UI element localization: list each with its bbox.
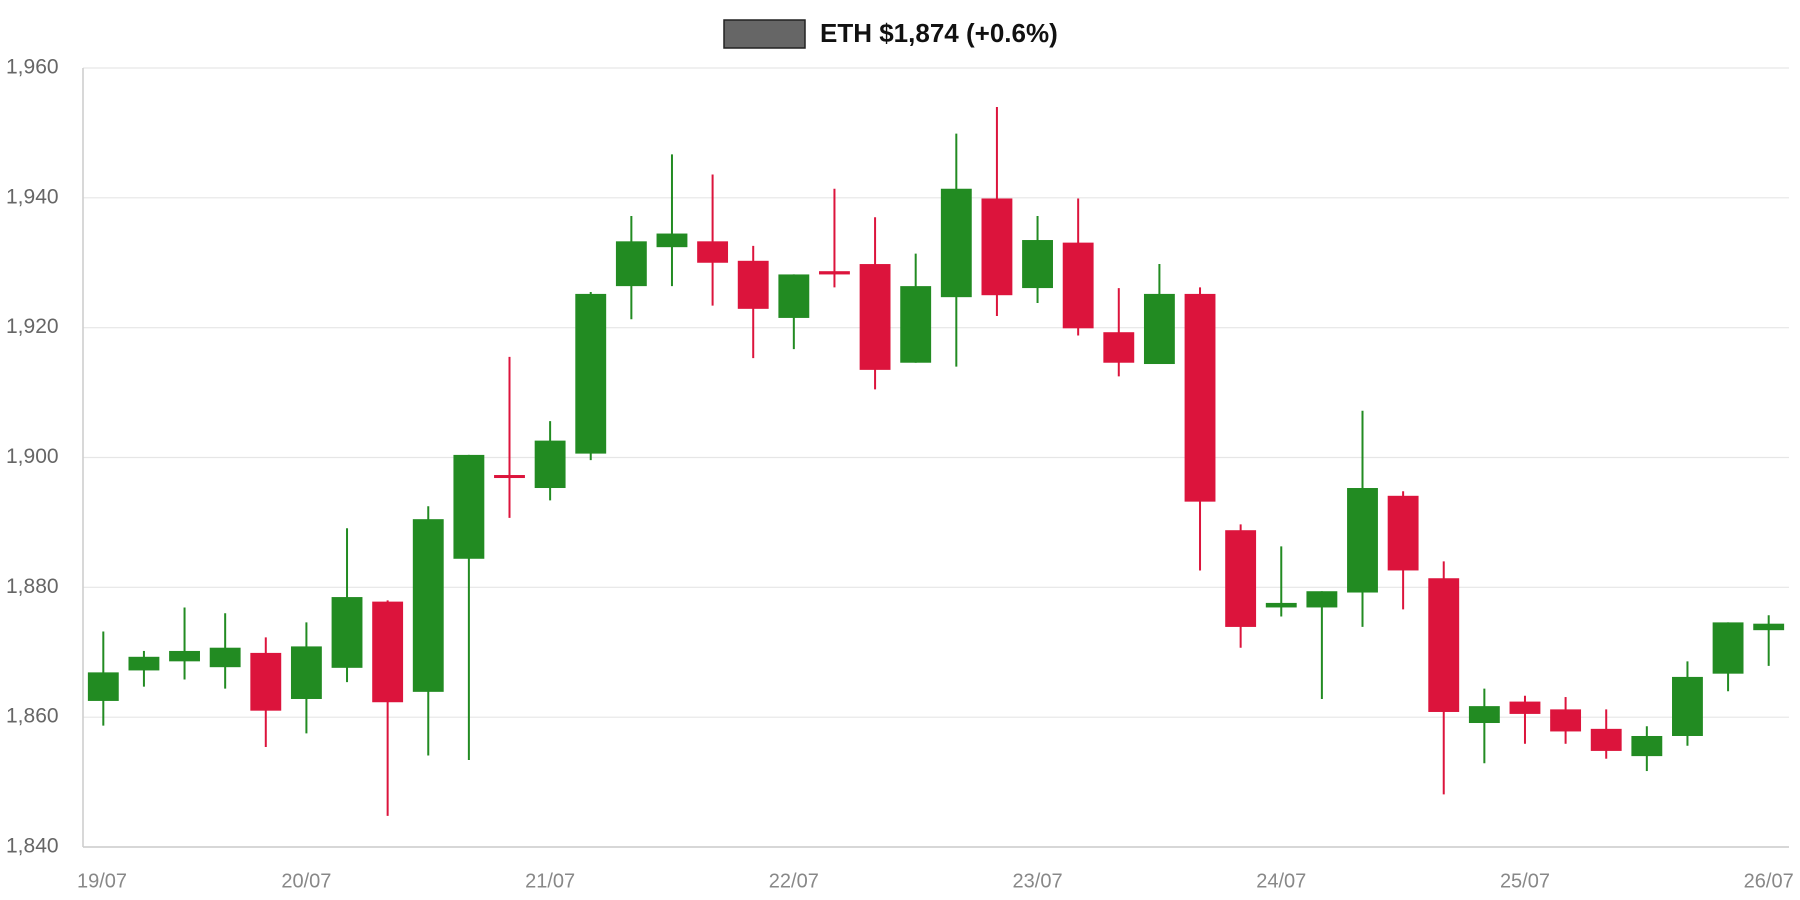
candle-body bbox=[1509, 701, 1541, 714]
candle-body bbox=[1672, 676, 1703, 736]
y-tick-label: 1,960 bbox=[6, 56, 59, 79]
x-tick-label: 23/07 bbox=[1013, 870, 1063, 892]
candle-body bbox=[1712, 622, 1744, 674]
x-tick-label: 24/07 bbox=[1256, 870, 1306, 892]
candle-body bbox=[453, 454, 485, 559]
candle-body bbox=[656, 233, 688, 248]
candle-body bbox=[575, 293, 607, 454]
candle-body bbox=[1103, 332, 1135, 363]
candle-body bbox=[697, 241, 729, 263]
candle-body bbox=[534, 440, 566, 489]
candle-body bbox=[250, 652, 282, 711]
y-tick-label: 1,840 bbox=[6, 835, 59, 858]
y-tick-label: 1,920 bbox=[6, 315, 59, 338]
candle-body bbox=[615, 241, 647, 287]
candle-body bbox=[1753, 623, 1785, 631]
candle-body bbox=[169, 650, 200, 662]
x-tick-label: 26/07 bbox=[1744, 870, 1794, 892]
candle-body bbox=[1550, 709, 1582, 732]
candle-body bbox=[819, 271, 850, 275]
candle-body bbox=[1306, 591, 1338, 608]
candle-body bbox=[209, 647, 241, 668]
candle-body bbox=[331, 597, 363, 668]
candle-body bbox=[1468, 706, 1500, 724]
candle-body bbox=[290, 646, 322, 699]
legend-label: ETH $1,874 (+0.6%) bbox=[820, 18, 1058, 48]
candle-body bbox=[1631, 735, 1663, 757]
x-tick-label: 20/07 bbox=[281, 870, 331, 892]
y-tick-label: 1,900 bbox=[6, 445, 59, 468]
candle-body bbox=[900, 286, 932, 363]
candle-body bbox=[981, 198, 1013, 296]
candle-body bbox=[778, 274, 810, 318]
candle-body bbox=[1387, 495, 1419, 571]
candle-body bbox=[372, 601, 404, 703]
candle-body bbox=[1590, 728, 1622, 751]
candle-body bbox=[1265, 602, 1297, 608]
x-tick-label: 21/07 bbox=[525, 870, 575, 892]
candle-body bbox=[1184, 293, 1216, 502]
y-tick-label: 1,860 bbox=[6, 705, 59, 728]
candle-body bbox=[412, 519, 444, 692]
legend-swatch bbox=[723, 19, 806, 49]
candle-body bbox=[1062, 242, 1094, 329]
candle-body bbox=[87, 672, 119, 701]
candle-body bbox=[1022, 240, 1053, 289]
candle-body bbox=[494, 475, 525, 479]
candle-body bbox=[859, 264, 891, 370]
candle-body bbox=[1143, 293, 1175, 365]
x-tick-label: 25/07 bbox=[1500, 870, 1550, 892]
candle-body bbox=[940, 188, 972, 298]
candle-body bbox=[737, 260, 769, 309]
candle-body bbox=[128, 656, 160, 671]
candle-body bbox=[1225, 530, 1257, 627]
candle-body bbox=[1347, 488, 1378, 593]
candle-body bbox=[1428, 578, 1460, 712]
y-tick-label: 1,940 bbox=[6, 185, 59, 208]
x-tick-label: 22/07 bbox=[769, 870, 819, 892]
x-tick-label: 19/07 bbox=[77, 870, 127, 892]
y-tick-label: 1,880 bbox=[6, 575, 59, 598]
